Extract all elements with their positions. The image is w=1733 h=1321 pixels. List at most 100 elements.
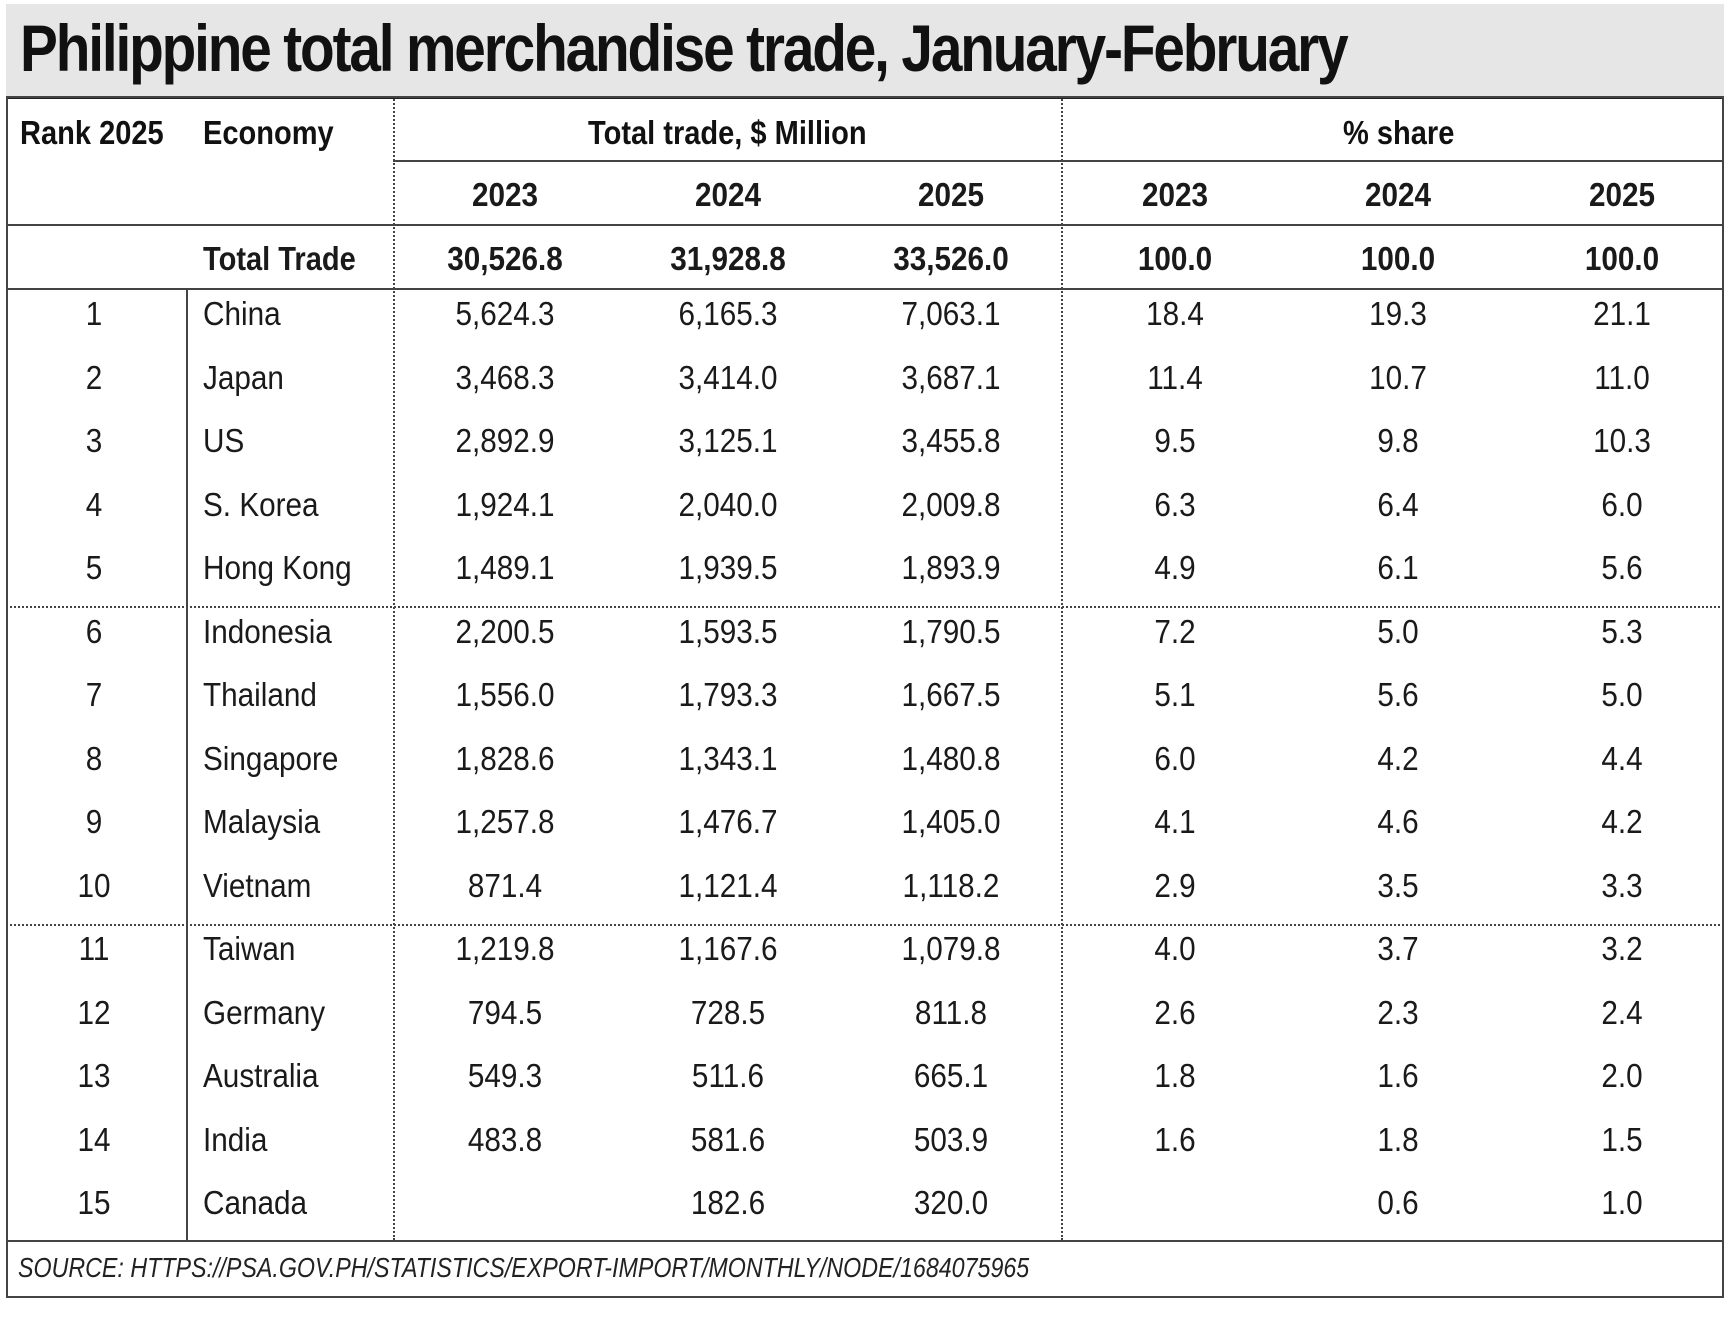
value-cell: 2.3 — [1377, 994, 1419, 1031]
value-cell: 9.8 — [1377, 422, 1419, 459]
total-value: 31,928.8 — [670, 240, 786, 277]
economy-cell: Germany — [203, 994, 326, 1031]
value-cell: 1,118.2 — [902, 867, 1000, 904]
value-cell: 1,476.7 — [678, 803, 778, 840]
value-cell: 1,167.6 — [678, 930, 778, 967]
total-value: 100.0 — [1360, 240, 1436, 277]
value-cell: 4.2 — [1601, 803, 1643, 840]
rank-cell: 7 — [85, 676, 103, 713]
value-cell: 2.0 — [1601, 1057, 1643, 1094]
value-cell: 1,667.5 — [901, 676, 1001, 713]
total-value: 33,526.0 — [893, 240, 1009, 277]
rank-cell: 14 — [77, 1121, 111, 1158]
source-note: SOURCE: HTTPS://PSA.GOV.PH/STATISTICS/EX… — [18, 1252, 1030, 1283]
value-cell: 3,687.1 — [901, 359, 1001, 396]
total-value: 30,526.8 — [447, 240, 563, 277]
value-cell: 5.1 — [1154, 676, 1196, 713]
value-cell: 483.8 — [467, 1121, 543, 1158]
value-cell: 871.4 — [467, 867, 543, 904]
rank-cell: 1 — [85, 295, 103, 332]
value-cell: 1.6 — [1154, 1121, 1196, 1158]
value-cell: 4.6 — [1377, 803, 1419, 840]
value-cell: 3,414.0 — [678, 359, 778, 396]
economy-cell: Canada — [203, 1184, 308, 1221]
footer-bottom-rule — [6, 1296, 1724, 1298]
value-cell: 1,939.5 — [678, 549, 778, 586]
economy-cell: Japan — [203, 359, 284, 396]
group-divider-2 — [6, 924, 1724, 926]
value-cell: 4.2 — [1377, 740, 1419, 777]
table-bottom-rule — [6, 1240, 1724, 1242]
value-cell: 9.5 — [1154, 422, 1196, 459]
header-top-rule — [6, 96, 1724, 98]
value-cell: 5.6 — [1377, 676, 1419, 713]
value-cell: 6.4 — [1377, 486, 1419, 523]
value-cell: 6.0 — [1154, 740, 1196, 777]
economy-cell: China — [203, 295, 281, 332]
value-cell: 6,165.3 — [678, 295, 778, 332]
value-cell: 21.1 — [1593, 295, 1651, 332]
total-bottom-rule — [6, 288, 1724, 290]
value-cell: 1,405.0 — [901, 803, 1001, 840]
value-cell: 511.6 — [691, 1057, 765, 1094]
economy-cell: Australia — [203, 1057, 319, 1094]
total-value: 100.0 — [1584, 240, 1660, 277]
value-cell: 1,790.5 — [901, 613, 1001, 650]
rank-cell: 10 — [77, 867, 111, 904]
value-cell: 1,593.5 — [678, 613, 778, 650]
subheader-rule — [393, 160, 1724, 162]
value-cell: 1,480.8 — [901, 740, 1001, 777]
rank-cell: 11 — [78, 930, 110, 967]
economy-value-divider — [393, 96, 395, 1240]
value-cell: 10.3 — [1593, 422, 1651, 459]
value-cell: 5.0 — [1377, 613, 1419, 650]
value-cell: 5,624.3 — [455, 295, 555, 332]
year-header: 2023 — [1141, 176, 1209, 213]
value-cell: 1,793.3 — [678, 676, 778, 713]
value-cell: 7,063.1 — [901, 295, 1001, 332]
page-title: Philippine total merchandise trade, Janu… — [20, 11, 1349, 85]
value-cell: 11.0 — [1594, 359, 1650, 396]
economy-cell: India — [203, 1121, 268, 1158]
value-cell: 1.0 — [1601, 1184, 1643, 1221]
value-cell: 3,125.1 — [678, 422, 778, 459]
value-cell: 794.5 — [467, 994, 543, 1031]
value-cell: 1.6 — [1377, 1057, 1419, 1094]
rank-cell: 8 — [85, 740, 103, 777]
value-cell: 2,892.9 — [455, 422, 555, 459]
value-cell: 665.1 — [913, 1057, 989, 1094]
value-cell: 1,924.1 — [455, 486, 555, 523]
value-cell: 1,121.4 — [678, 867, 778, 904]
rank-cell: 15 — [77, 1184, 111, 1221]
value-cell: 3.3 — [1601, 867, 1643, 904]
value-cell: 3,455.8 — [901, 422, 1001, 459]
group-divider-1 — [6, 606, 1724, 608]
economy-cell: Thailand — [203, 676, 317, 713]
value-cell: 4.4 — [1601, 740, 1643, 777]
year-header: 2024 — [1364, 176, 1432, 213]
year-header: 2024 — [694, 176, 762, 213]
left-border — [6, 96, 8, 1296]
value-cell: 11.4 — [1147, 359, 1203, 396]
value-cell: 3.7 — [1377, 930, 1419, 967]
value-cell: 2.6 — [1154, 994, 1196, 1031]
rank-cell: 4 — [85, 486, 103, 523]
rank-cell: 9 — [85, 803, 103, 840]
economy-cell: Indonesia — [203, 613, 332, 650]
year-header: 2025 — [1588, 176, 1656, 213]
value-cell: 811.8 — [914, 994, 988, 1031]
rank-header: Rank 2025 — [20, 114, 164, 151]
years-bottom-rule — [6, 224, 1724, 226]
economy-cell: Taiwan — [203, 930, 296, 967]
year-header: 2023 — [471, 176, 539, 213]
title-bar: Philippine total merchandise trade, Janu… — [6, 4, 1724, 99]
value-cell: 5.3 — [1601, 613, 1643, 650]
economy-header: Economy — [203, 114, 334, 151]
value-cell: 4.9 — [1154, 549, 1196, 586]
value-cell: 4.0 — [1154, 930, 1196, 967]
value-cell: 581.6 — [690, 1121, 766, 1158]
value-cell: 2,200.5 — [455, 613, 555, 650]
value-cell: 2,009.8 — [901, 486, 1001, 523]
value-cell: 1,079.8 — [901, 930, 1001, 967]
value-cell: 10.7 — [1369, 359, 1427, 396]
